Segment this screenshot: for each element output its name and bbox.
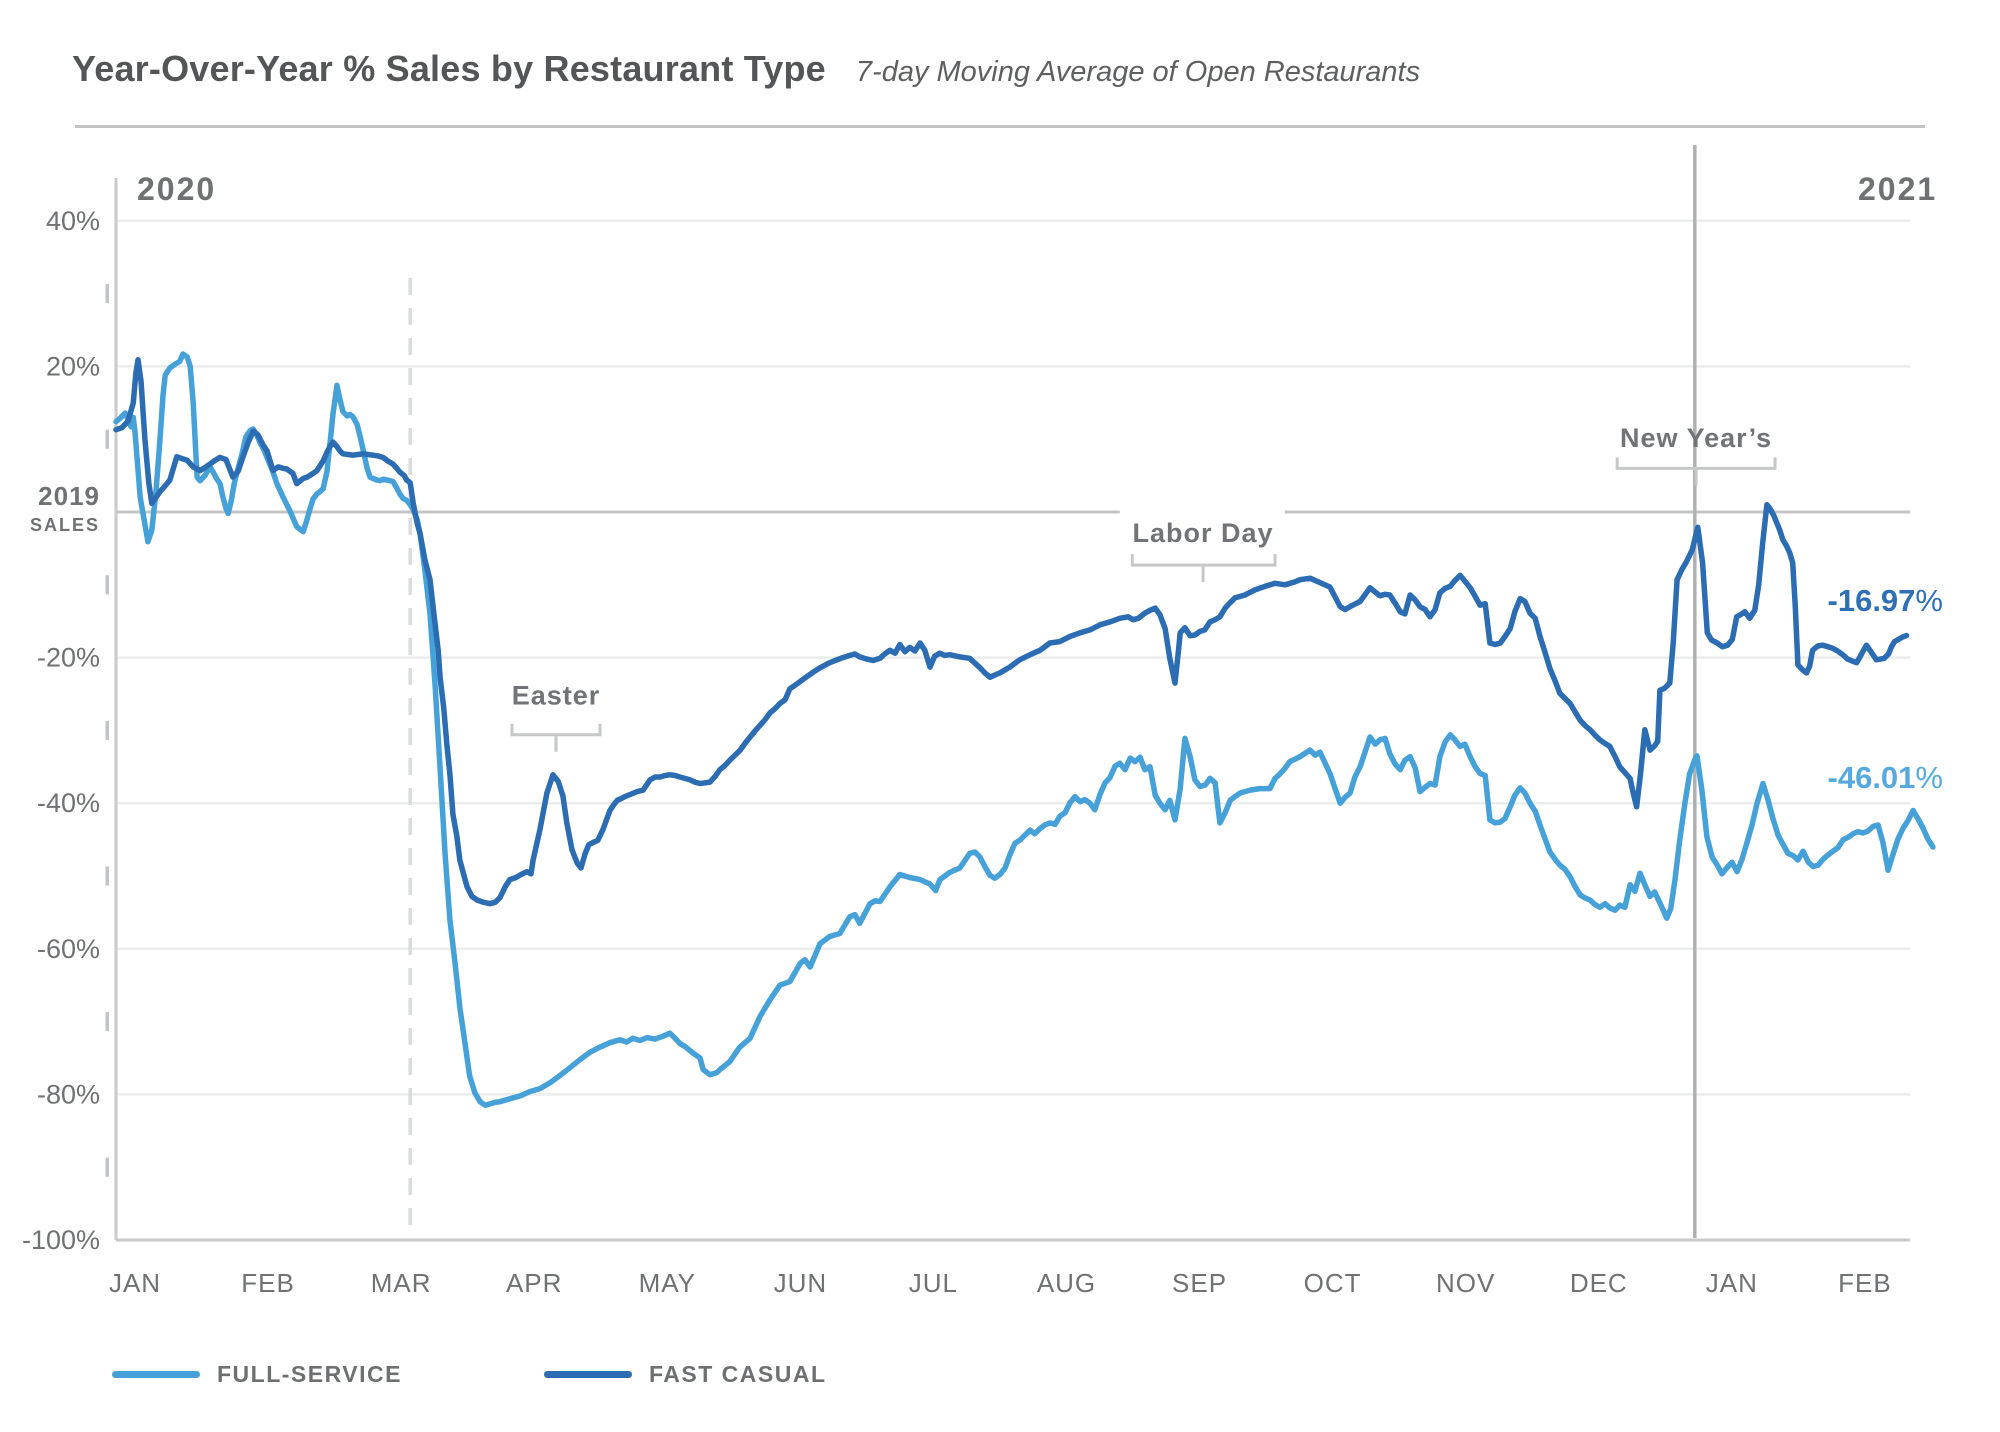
x-axis-month-label: MAR bbox=[371, 1268, 432, 1298]
legend: FULL-SERVICE FAST CASUAL bbox=[0, 1358, 2000, 1390]
y-axis-tick-label: -40% bbox=[37, 788, 100, 818]
y-axis-minor-tick bbox=[105, 1157, 109, 1177]
x-axis-month-label: JAN bbox=[1706, 1268, 1758, 1298]
header: Year-Over-Year % Sales by Restaurant Typ… bbox=[72, 48, 1420, 90]
chart-subtitle: 7-day Moving Average of Open Restaurants bbox=[855, 56, 1421, 88]
y-axis-minor-tick bbox=[105, 1012, 109, 1032]
y-axis-tick-label: -20% bbox=[37, 643, 100, 673]
x-axis-month-label: OCT bbox=[1304, 1268, 1362, 1298]
annotation-label: Easter bbox=[512, 681, 601, 711]
x-axis-month-label: JUN bbox=[774, 1268, 828, 1298]
y-axis-tick-label: -60% bbox=[37, 934, 100, 964]
series-line-fast-casual bbox=[113, 357, 1910, 907]
year-label-2021: 2021 bbox=[1858, 171, 1937, 207]
legend-label-fast-casual: FAST CASUAL bbox=[649, 1360, 827, 1387]
legend-swatch-fast-casual-icon bbox=[544, 1370, 632, 1378]
chart-title: Year-Over-Year % Sales by Restaurant Typ… bbox=[72, 48, 826, 89]
y-axis-minor-tick bbox=[105, 575, 109, 595]
legend-item-full-service: FULL-SERVICE bbox=[112, 1358, 402, 1390]
x-axis-month-label: APR bbox=[506, 1268, 562, 1298]
x-axis-month-label: AUG bbox=[1037, 1268, 1096, 1298]
y-axis-tick-label: 20% bbox=[46, 351, 100, 381]
x-axis-month-label: DEC bbox=[1570, 1268, 1628, 1298]
y-axis-zero-label-line1: 2019 bbox=[38, 481, 100, 511]
annotation-bracket-icon bbox=[510, 723, 602, 752]
y-axis-zero-label-line2: SALES bbox=[30, 515, 100, 535]
end-value-label-full-service: -46.01% bbox=[1828, 760, 1943, 795]
x-axis-month-label: JAN bbox=[109, 1268, 161, 1298]
y-axis-minor-tick bbox=[105, 429, 109, 449]
y-axis-minor-tick bbox=[105, 284, 109, 304]
annotation-label: New Year’s bbox=[1620, 423, 1772, 453]
x-axis-month-label: NOV bbox=[1436, 1268, 1495, 1298]
year-label-2020: 2020 bbox=[137, 171, 216, 207]
y-axis-minor-tick bbox=[105, 866, 109, 886]
y-axis-minor-tick bbox=[105, 720, 109, 740]
x-axis-month-label: FEB bbox=[241, 1268, 295, 1298]
header-divider-line bbox=[75, 125, 1925, 128]
x-axis-month-label: JUL bbox=[909, 1268, 958, 1298]
x-axis-month-label: FEB bbox=[1838, 1268, 1892, 1298]
x-axis-month-label: SEP bbox=[1172, 1268, 1227, 1298]
y-axis-tick-label: -80% bbox=[37, 1079, 100, 1109]
series-line-full-service bbox=[113, 351, 1936, 1109]
legend-swatch-full-service-icon bbox=[112, 1370, 200, 1378]
y-axis-tick-label: -100% bbox=[22, 1225, 100, 1255]
legend-item-fast-casual: FAST CASUAL bbox=[544, 1358, 827, 1390]
annotation-label: Labor Day bbox=[1133, 518, 1274, 548]
x-axis-month-label: MAY bbox=[639, 1268, 696, 1298]
legend-label-full-service: FULL-SERVICE bbox=[217, 1360, 402, 1387]
annotation-bracket-icon bbox=[1615, 457, 1777, 486]
annotation-bracket-icon bbox=[1130, 554, 1277, 583]
end-value-label-fast-casual: -16.97% bbox=[1828, 583, 1943, 618]
y-axis-tick-label: 40% bbox=[46, 206, 100, 236]
